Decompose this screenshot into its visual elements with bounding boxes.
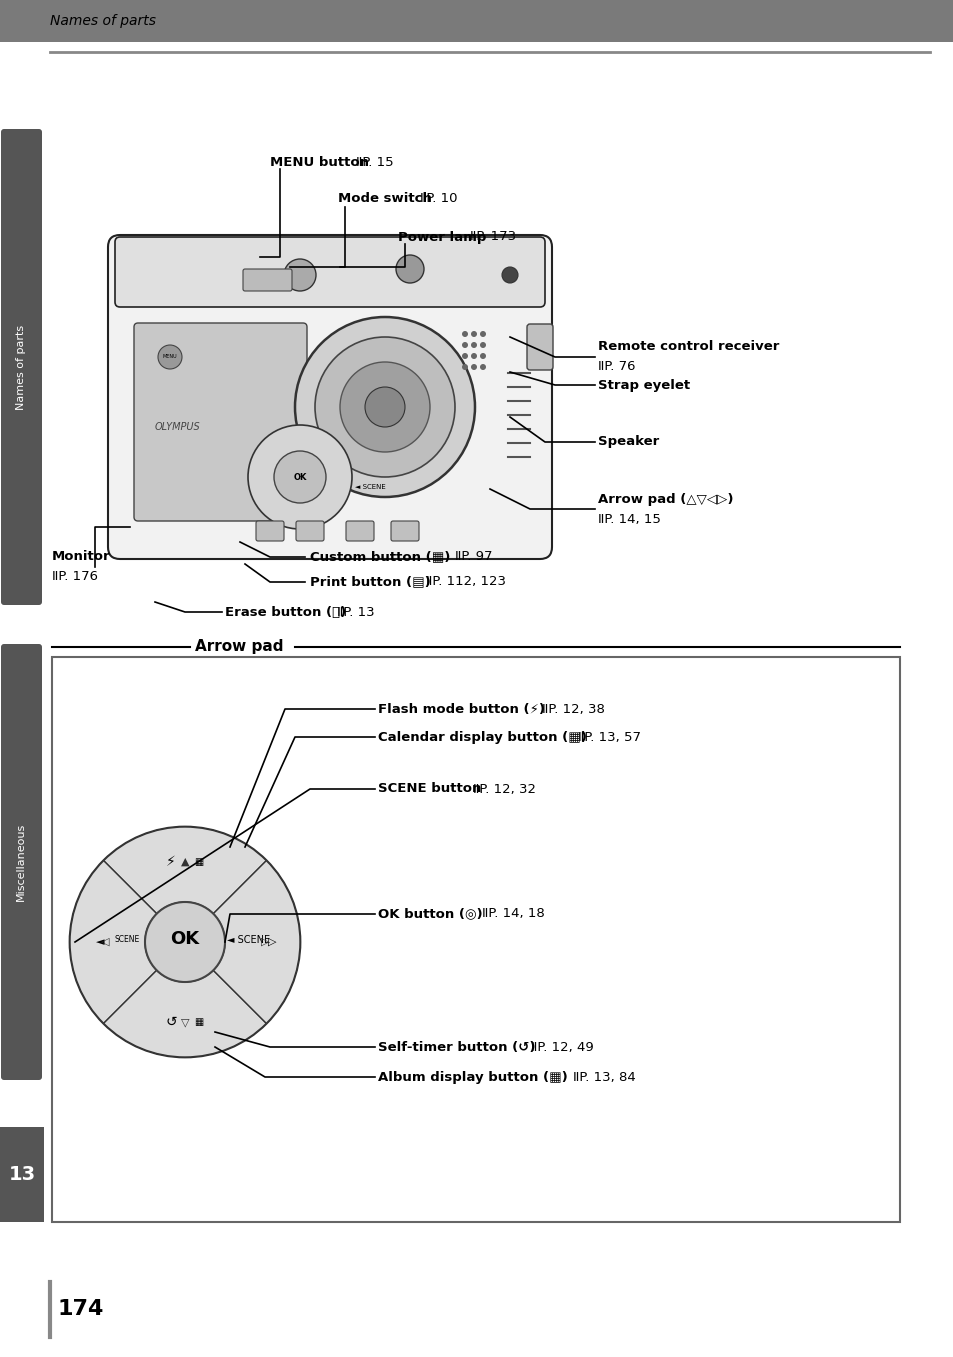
Text: ⚡: ⚡ bbox=[166, 855, 175, 868]
FancyBboxPatch shape bbox=[295, 521, 324, 541]
Text: ◄ SCENE: ◄ SCENE bbox=[227, 935, 270, 944]
Text: Strap eyelet: Strap eyelet bbox=[598, 379, 689, 392]
Circle shape bbox=[461, 364, 468, 370]
FancyBboxPatch shape bbox=[1, 129, 42, 605]
FancyBboxPatch shape bbox=[346, 521, 374, 541]
FancyBboxPatch shape bbox=[526, 324, 553, 370]
Circle shape bbox=[274, 451, 326, 503]
Circle shape bbox=[158, 345, 182, 369]
Text: Names of parts: Names of parts bbox=[16, 324, 26, 410]
Text: MENU button: MENU button bbox=[270, 156, 374, 168]
Text: Monitor: Monitor bbox=[52, 551, 111, 563]
Wedge shape bbox=[70, 860, 156, 1023]
Text: ⅡP. 112, 123: ⅡP. 112, 123 bbox=[426, 575, 505, 589]
FancyBboxPatch shape bbox=[133, 323, 307, 521]
Text: Custom button (▦): Custom button (▦) bbox=[310, 551, 455, 563]
Text: ▦: ▦ bbox=[194, 858, 203, 867]
Circle shape bbox=[294, 318, 475, 497]
Text: Album display button (▦): Album display button (▦) bbox=[377, 1071, 572, 1083]
Text: Names of parts: Names of parts bbox=[50, 14, 156, 28]
Text: Arrow pad (△▽◁▷): Arrow pad (△▽◁▷) bbox=[598, 493, 733, 506]
FancyBboxPatch shape bbox=[391, 521, 418, 541]
Text: Mode switch: Mode switch bbox=[337, 193, 436, 205]
Circle shape bbox=[461, 342, 468, 347]
Text: ⅡP. 15: ⅡP. 15 bbox=[355, 156, 394, 168]
Wedge shape bbox=[104, 970, 266, 1057]
Text: ↺: ↺ bbox=[165, 1015, 176, 1029]
Text: 13: 13 bbox=[9, 1166, 35, 1185]
Circle shape bbox=[339, 362, 430, 452]
FancyBboxPatch shape bbox=[115, 237, 544, 307]
Text: ⅡP. 14, 15: ⅡP. 14, 15 bbox=[598, 513, 660, 525]
Text: ▦: ▦ bbox=[194, 1016, 203, 1027]
Text: ⅡP. 176: ⅡP. 176 bbox=[52, 570, 98, 584]
Bar bbox=[0, 0, 953, 42]
Text: ⅡP. 76: ⅡP. 76 bbox=[598, 361, 635, 373]
Circle shape bbox=[479, 331, 485, 337]
Text: ⅡP. 10: ⅡP. 10 bbox=[419, 193, 457, 205]
Text: Erase button (⚿): Erase button (⚿) bbox=[225, 605, 351, 619]
Circle shape bbox=[395, 255, 423, 284]
Text: Speaker: Speaker bbox=[598, 436, 659, 449]
Circle shape bbox=[501, 267, 517, 284]
FancyBboxPatch shape bbox=[243, 269, 292, 290]
Circle shape bbox=[145, 902, 225, 982]
Circle shape bbox=[471, 342, 476, 347]
Circle shape bbox=[314, 337, 455, 478]
Text: OLYMPUS: OLYMPUS bbox=[154, 422, 200, 432]
Text: Calendar display button (▦): Calendar display button (▦) bbox=[377, 730, 591, 744]
Text: ⅡP. 14, 18: ⅡP. 14, 18 bbox=[481, 908, 544, 920]
Text: Flash mode button (⚡): Flash mode button (⚡) bbox=[377, 703, 549, 715]
Wedge shape bbox=[213, 860, 299, 1023]
Circle shape bbox=[248, 425, 352, 529]
Text: Remote control receiver: Remote control receiver bbox=[598, 341, 779, 354]
Circle shape bbox=[461, 331, 468, 337]
Text: SCENE button: SCENE button bbox=[377, 783, 485, 795]
Circle shape bbox=[479, 353, 485, 360]
Text: OK button (◎): OK button (◎) bbox=[377, 908, 487, 920]
Text: ◄: ◄ bbox=[95, 936, 104, 947]
Text: ⅡP. 12, 38: ⅡP. 12, 38 bbox=[541, 703, 604, 715]
Circle shape bbox=[479, 364, 485, 370]
Text: SCENE: SCENE bbox=[115, 935, 140, 944]
Circle shape bbox=[70, 826, 299, 1057]
Text: Miscellaneous: Miscellaneous bbox=[16, 822, 26, 901]
Text: Self-timer button (↺): Self-timer button (↺) bbox=[377, 1041, 539, 1053]
Text: ⅡP. 13: ⅡP. 13 bbox=[336, 605, 375, 619]
Text: OK: OK bbox=[171, 930, 199, 949]
Text: MENU: MENU bbox=[163, 354, 177, 360]
Text: ⅡP. 13, 57: ⅡP. 13, 57 bbox=[578, 730, 640, 744]
Text: ⅡP. 173: ⅡP. 173 bbox=[470, 231, 516, 243]
Circle shape bbox=[461, 353, 468, 360]
Circle shape bbox=[471, 364, 476, 370]
Text: ⅡP. 13, 84: ⅡP. 13, 84 bbox=[573, 1071, 635, 1083]
Text: ◄ SCENE: ◄ SCENE bbox=[355, 484, 385, 490]
Text: OK: OK bbox=[293, 472, 306, 482]
Text: ⅡP. 12, 32: ⅡP. 12, 32 bbox=[473, 783, 536, 795]
Text: ⅡP. 12, 49: ⅡP. 12, 49 bbox=[531, 1041, 593, 1053]
Text: Print button (▤): Print button (▤) bbox=[310, 575, 435, 589]
Text: Arrow pad: Arrow pad bbox=[194, 639, 283, 654]
Text: ⅡP. 97: ⅡP. 97 bbox=[455, 551, 492, 563]
Text: Power lamp: Power lamp bbox=[397, 231, 491, 243]
FancyBboxPatch shape bbox=[1, 645, 42, 1080]
Circle shape bbox=[365, 387, 405, 427]
FancyBboxPatch shape bbox=[255, 521, 284, 541]
Text: ▷: ▷ bbox=[268, 936, 276, 947]
Text: ▷: ▷ bbox=[260, 936, 269, 947]
Text: ◁: ◁ bbox=[101, 936, 110, 947]
Bar bbox=[52, 657, 899, 1223]
Circle shape bbox=[471, 353, 476, 360]
Text: 174: 174 bbox=[58, 1299, 104, 1319]
Text: ▲: ▲ bbox=[180, 858, 189, 867]
Circle shape bbox=[471, 331, 476, 337]
Wedge shape bbox=[104, 826, 266, 913]
Bar bbox=[0, 1128, 44, 1223]
Text: ▽: ▽ bbox=[180, 1016, 189, 1027]
Circle shape bbox=[284, 259, 315, 290]
Circle shape bbox=[479, 342, 485, 347]
FancyBboxPatch shape bbox=[108, 235, 552, 559]
